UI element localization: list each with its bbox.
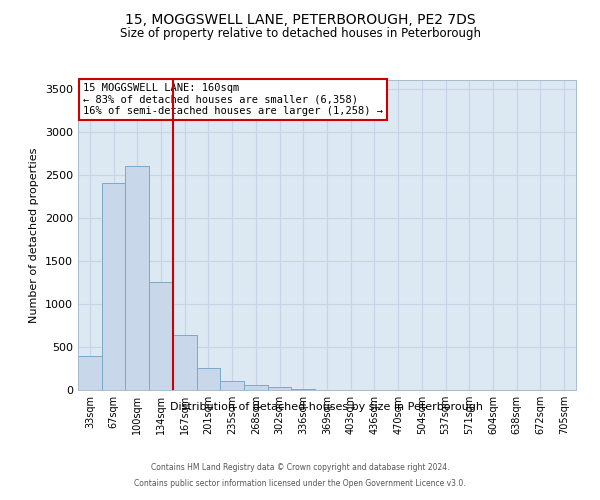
Text: Contains public sector information licensed under the Open Government Licence v3: Contains public sector information licen… [134, 478, 466, 488]
Bar [102, 184, 125, 390]
Text: Size of property relative to detached houses in Peterborough: Size of property relative to detached ho… [119, 28, 481, 40]
Bar [244, 386, 268, 390]
Bar [268, 388, 292, 390]
Y-axis label: Number of detached properties: Number of detached properties [29, 148, 40, 322]
Bar [197, 368, 220, 390]
Bar [78, 356, 102, 390]
Text: 15 MOGGSWELL LANE: 160sqm
← 83% of detached houses are smaller (6,358)
16% of se: 15 MOGGSWELL LANE: 160sqm ← 83% of detac… [83, 83, 383, 116]
Text: Contains HM Land Registry data © Crown copyright and database right 2024.: Contains HM Land Registry data © Crown c… [151, 464, 449, 472]
Text: Distribution of detached houses by size in Peterborough: Distribution of detached houses by size … [170, 402, 484, 412]
Bar [125, 166, 149, 390]
Bar [292, 388, 315, 390]
Bar [149, 282, 173, 390]
Bar [220, 382, 244, 390]
Bar [173, 335, 197, 390]
Text: 15, MOGGSWELL LANE, PETERBOROUGH, PE2 7DS: 15, MOGGSWELL LANE, PETERBOROUGH, PE2 7D… [125, 12, 475, 26]
